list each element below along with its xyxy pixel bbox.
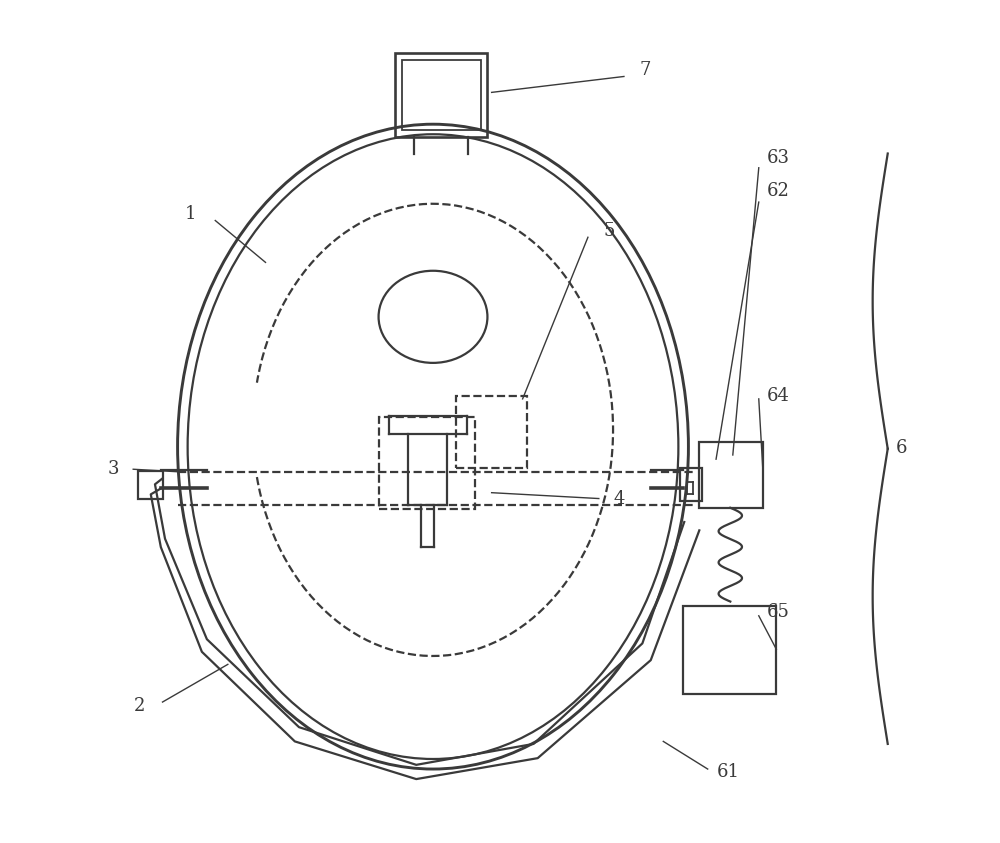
- Text: 62: 62: [767, 182, 789, 200]
- Text: 2: 2: [134, 697, 146, 715]
- Text: 61: 61: [716, 763, 739, 781]
- Bar: [395, 53, 487, 137]
- Text: 3: 3: [107, 460, 119, 478]
- Text: 6: 6: [896, 439, 908, 457]
- Bar: [683, 606, 776, 694]
- Bar: [680, 468, 702, 501]
- Text: 1: 1: [184, 205, 196, 223]
- Bar: [379, 417, 475, 509]
- Bar: [402, 60, 481, 130]
- Text: 64: 64: [767, 388, 789, 405]
- Text: 65: 65: [767, 604, 789, 621]
- Text: 4: 4: [613, 490, 625, 507]
- Text: 63: 63: [767, 148, 790, 167]
- Bar: [699, 443, 763, 507]
- Text: 5: 5: [603, 222, 615, 239]
- Bar: [456, 396, 527, 468]
- Bar: [138, 471, 163, 499]
- Text: 7: 7: [639, 61, 651, 78]
